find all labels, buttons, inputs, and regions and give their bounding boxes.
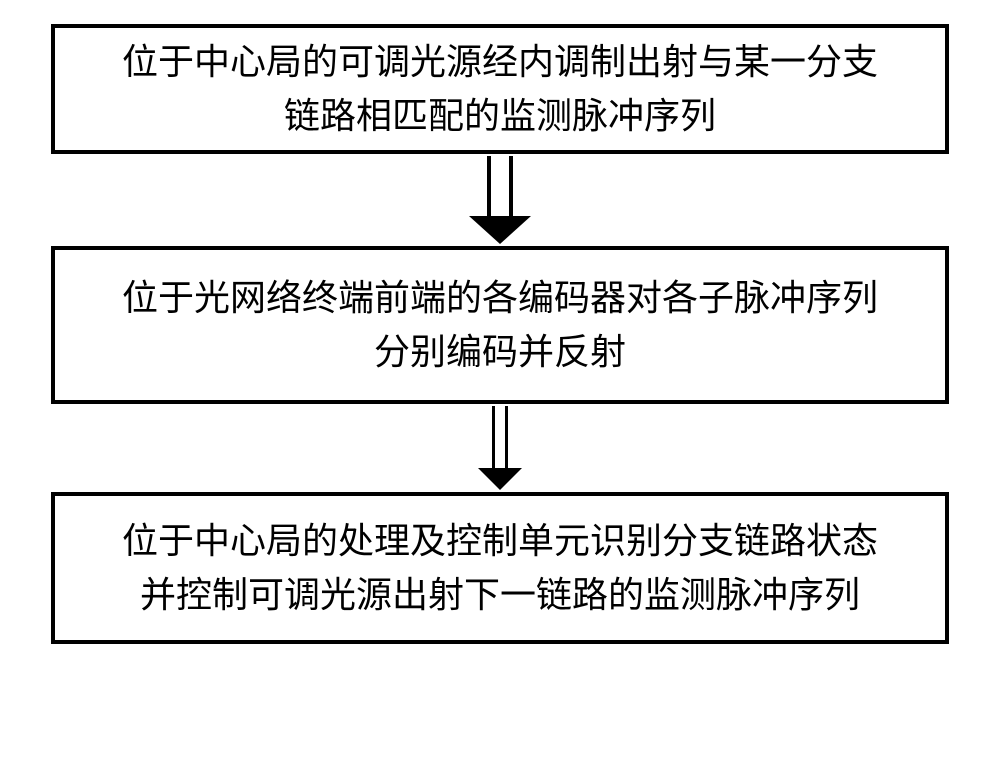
flow-step-3: 位于中心局的处理及控制单元识别分支链路状态并控制可调光源出射下一链路的监测脉冲序… (51, 492, 949, 644)
flow-step-3-text: 位于中心局的处理及控制单元识别分支链路状态并控制可调光源出射下一链路的监测脉冲序… (122, 514, 878, 622)
arrow-head-icon (469, 216, 531, 244)
flow-step-2: 位于光网络终端前端的各编码器对各子脉冲序列分别编码并反射 (51, 246, 949, 404)
arrow-shaft-icon (492, 406, 508, 468)
flowchart-container: 位于中心局的可调光源经内调制出射与某一分支链路相匹配的监测脉冲序列 位于光网络终… (0, 0, 1000, 644)
arrow-shaft-icon (487, 156, 513, 216)
flow-step-2-text: 位于光网络终端前端的各编码器对各子脉冲序列分别编码并反射 (122, 271, 878, 379)
flow-step-1: 位于中心局的可调光源经内调制出射与某一分支链路相匹配的监测脉冲序列 (51, 24, 949, 154)
flow-step-1-text: 位于中心局的可调光源经内调制出射与某一分支链路相匹配的监测脉冲序列 (122, 35, 878, 143)
arrow-head-icon (478, 468, 522, 490)
flow-arrow-1 (469, 156, 531, 244)
flow-arrow-2 (478, 406, 522, 490)
